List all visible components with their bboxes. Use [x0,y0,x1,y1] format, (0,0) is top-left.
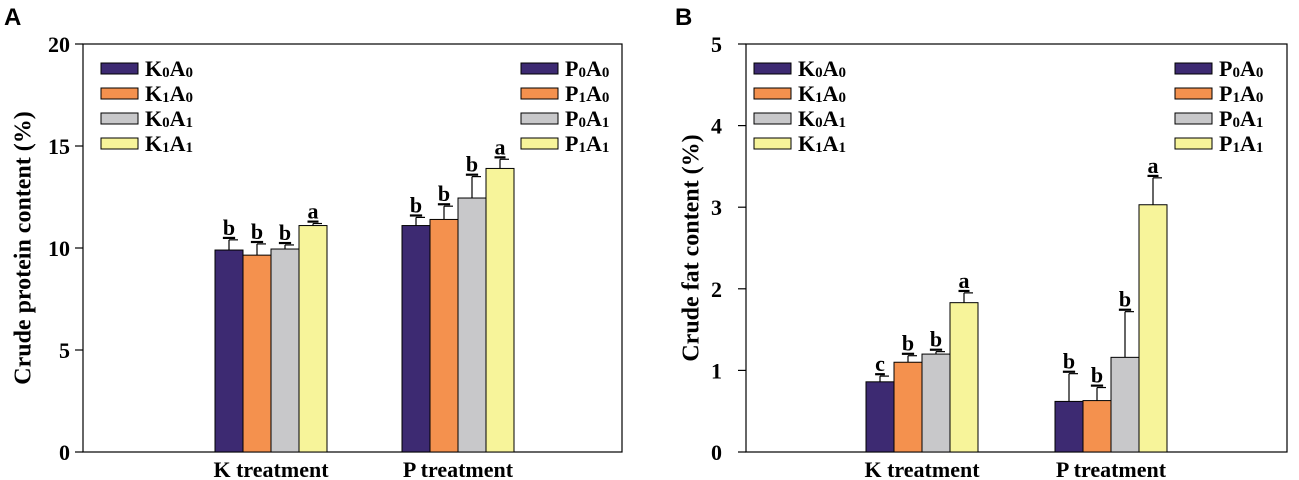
significance-letter: c [875,351,885,376]
bar-B-1-2 [1110,356,1140,453]
significance-letter: b [1119,287,1131,312]
legend-label-k-1: K1A0 [798,81,846,106]
y-axis-title: Crude fat content (%) [678,134,704,361]
legend-swatch-k-3 [100,137,139,150]
significance-letter: b [223,215,235,240]
legend-swatch-p-3 [1174,137,1213,150]
bar-A-1-3 [485,167,515,453]
legend-label-k-1: K1A0 [145,81,193,106]
y-tick-label: 4 [711,114,722,139]
legend-swatch-p-1 [520,87,559,100]
bar-A-1-1 [429,218,459,453]
bar-B-0-3 [949,302,979,453]
significance-letter: b [438,181,450,206]
legend-label-p-2: P0A1 [565,106,609,131]
legend-swatch-k-0 [100,62,139,75]
bar-A-1-0 [401,225,431,453]
y-tick-label: 0 [59,440,70,465]
legend-swatch-k-1 [753,87,792,100]
category-label: K treatment [864,457,980,480]
legend-label-p-2: P0A1 [1219,106,1263,131]
y-tick-label: 15 [48,134,70,159]
legend-label-k-2: K0A1 [145,106,193,131]
y-tick-label: 0 [711,440,722,465]
y-tick-label: 10 [48,236,70,261]
y-tick-label: 5 [711,32,722,57]
legend-label-k-2: K0A1 [798,106,846,131]
significance-letter: b [1063,349,1075,374]
legend-label-p-3: P1A1 [565,131,609,156]
bar-B-1-3 [1138,204,1168,453]
legend-label-k-3: K1A1 [798,131,846,156]
significance-letter: b [466,152,478,177]
legend-swatch-k-0 [753,62,792,75]
y-tick-label: 3 [711,195,722,220]
legend-label-k-3: K1A1 [145,131,193,156]
legend-swatch-p-2 [520,112,559,125]
panel-letter-B: B [675,4,692,31]
bar-A-0-2 [270,248,300,453]
y-tick-label: 20 [48,32,70,57]
y-axis-title: Crude protein content (%) [10,111,36,385]
legend-label-p-1: P1A0 [1219,81,1263,106]
plot-frame [745,43,1288,453]
bar-B-0-1 [893,361,923,453]
y-tick-label: 2 [711,277,722,302]
legend-swatch-p-0 [520,62,559,75]
bar-A-0-1 [242,254,272,453]
bar-A-0-3 [298,225,328,453]
bar-B-0-2 [921,353,951,453]
legend-swatch-p-2 [1174,112,1213,125]
y-tick-label: 1 [711,358,722,383]
legend-swatch-k-1 [100,87,139,100]
significance-letter: b [410,192,422,217]
legend-label-k-0: K0A0 [798,56,846,81]
category-label: P treatment [1056,457,1167,480]
significance-letter: b [1091,363,1103,388]
significance-letter: a [1148,153,1159,178]
legend-swatch-p-3 [520,137,559,150]
significance-letter: b [930,327,942,352]
bar-B-1-1 [1082,400,1112,453]
legend-swatch-k-2 [753,112,792,125]
legend-label-p-0: P0A0 [565,56,609,81]
category-label: K treatment [213,457,329,480]
y-tick-label: 5 [59,338,70,363]
bar-A-0-0 [214,249,244,453]
significance-letter: a [308,199,319,224]
category-label: P treatment [403,457,514,480]
legend-swatch-p-1 [1174,87,1213,100]
legend-swatch-k-3 [753,137,792,150]
legend-label-p-3: P1A1 [1219,131,1263,156]
legend-label-p-0: P0A0 [1219,56,1263,81]
bar-B-0-0 [865,381,895,453]
significance-letter: a [959,268,970,293]
significance-letter: a [495,134,506,159]
bar-B-1-0 [1054,400,1084,453]
significance-letter: b [902,331,914,356]
legend-swatch-p-0 [1174,62,1213,75]
significance-letter: b [251,219,263,244]
legend-swatch-k-2 [100,112,139,125]
bar-A-1-2 [457,197,487,453]
panel-letter-A: A [4,4,21,31]
legend-label-k-0: K0A0 [145,56,193,81]
legend-label-p-1: P1A0 [565,81,609,106]
significance-letter: b [279,220,291,245]
